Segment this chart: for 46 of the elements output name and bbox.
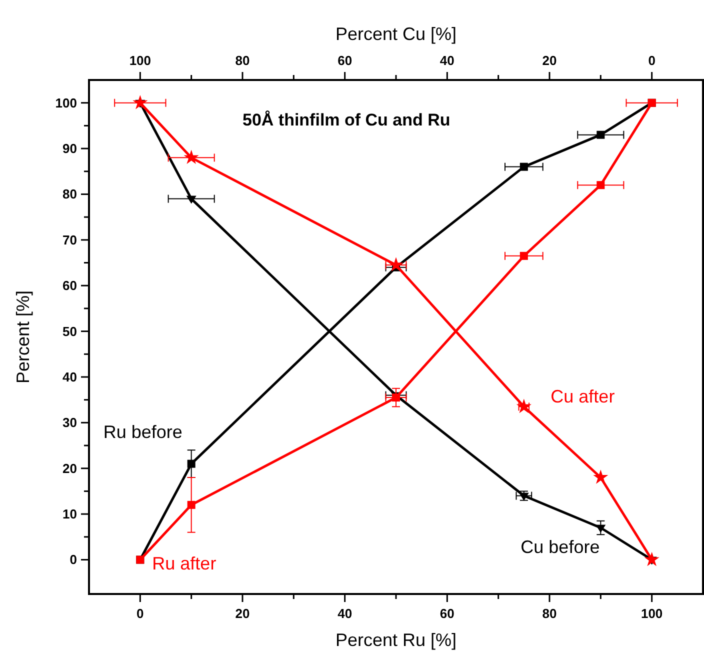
x-axis-title: Percent Ru [%] bbox=[335, 630, 457, 650]
point bbox=[388, 257, 404, 272]
y-tick-label: 70 bbox=[62, 232, 77, 248]
y-axis-title: Percent [%] bbox=[13, 290, 33, 384]
point bbox=[596, 181, 605, 190]
point bbox=[187, 500, 196, 509]
point bbox=[518, 492, 529, 501]
series-label: Ru before bbox=[103, 422, 182, 442]
point bbox=[520, 162, 528, 171]
y-tick-label: 10 bbox=[62, 506, 77, 522]
point bbox=[187, 460, 196, 468]
x-tick-label: 20 bbox=[235, 606, 250, 621]
y-tick-label: 20 bbox=[62, 460, 77, 476]
x-tick-label: 40 bbox=[338, 606, 352, 621]
point bbox=[184, 150, 199, 164]
series-label: Cu after bbox=[550, 386, 615, 406]
point bbox=[596, 524, 606, 533]
x-tick-label: 100 bbox=[640, 606, 663, 621]
point bbox=[132, 94, 148, 110]
y-tick-label: 80 bbox=[62, 186, 77, 202]
y-tick-label: 30 bbox=[62, 415, 77, 430]
series-label: Ru after bbox=[152, 554, 216, 574]
series-label: Cu before bbox=[520, 536, 600, 557]
point bbox=[644, 552, 660, 566]
point bbox=[520, 252, 528, 260]
y-tick-label: 0 bbox=[70, 552, 77, 568]
x2-tick-label: 40 bbox=[440, 53, 454, 68]
point bbox=[186, 196, 196, 204]
y-tick-label: 60 bbox=[62, 278, 77, 294]
x2-tick-label: 0 bbox=[648, 53, 656, 68]
y-tick-label: 50 bbox=[62, 324, 77, 339]
text: 50Å thinfilm of Cu and Ru bbox=[242, 110, 450, 130]
x2-tick-label: 80 bbox=[235, 53, 250, 68]
y-tick-label: 100 bbox=[55, 95, 77, 110]
x2-axis-title: Percent Cu [%] bbox=[335, 24, 457, 44]
y-tick-label: 40 bbox=[62, 369, 77, 384]
x-tick-label: 0 bbox=[136, 606, 144, 621]
x-tick-label: 60 bbox=[440, 606, 454, 621]
x2-tick-label: 100 bbox=[129, 53, 152, 68]
y-tick-label: 90 bbox=[62, 141, 77, 156]
point bbox=[593, 470, 608, 484]
x2-tick-label: 60 bbox=[338, 53, 352, 68]
point bbox=[516, 398, 532, 414]
x-tick-label: 80 bbox=[542, 606, 557, 621]
x2-tick-label: 20 bbox=[542, 53, 557, 68]
point bbox=[596, 130, 605, 139]
